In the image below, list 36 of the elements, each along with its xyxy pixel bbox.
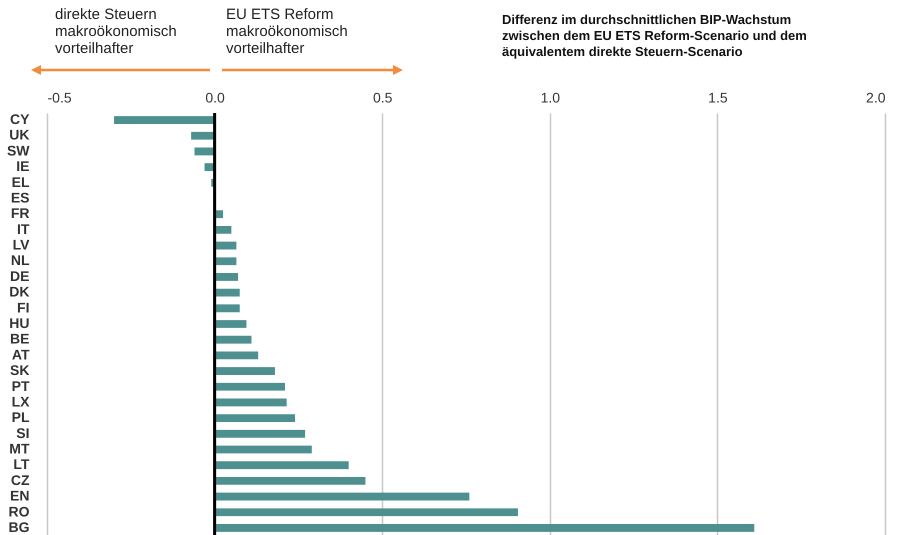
y-tick-label: FR bbox=[10, 205, 30, 222]
y-tick-label: PT bbox=[12, 378, 30, 394]
y-tick-label: DK bbox=[9, 284, 30, 300]
y-tick-label: EN bbox=[10, 488, 30, 504]
y-tick-label: DE bbox=[10, 268, 30, 284]
y-tick-label: CY bbox=[10, 111, 30, 128]
y-tick-label: BG bbox=[8, 518, 30, 535]
y-tick-label: RO bbox=[8, 503, 30, 520]
text: direkte Steuern makroökonomisch vorteilhafter bbox=[55, 6, 178, 57]
y-tick-label: NL bbox=[10, 252, 30, 268]
x-tick-label: -0.5 bbox=[48, 90, 72, 106]
y-tick-label: IE bbox=[16, 158, 30, 174]
y-tick-label: AT bbox=[12, 346, 30, 362]
y-tick-label: PL bbox=[12, 409, 30, 426]
y-tick-label: BE bbox=[10, 330, 30, 347]
y-tick-label: UK bbox=[9, 126, 30, 143]
y-tick-label: LV bbox=[12, 236, 30, 253]
y-tick-label: IT bbox=[17, 220, 30, 237]
x-tick-label: 2.0 bbox=[866, 90, 886, 106]
x-tick-label: 0.5 bbox=[372, 90, 393, 106]
x-tick-label: 1.0 bbox=[540, 90, 560, 106]
x-tick-label: 0.0 bbox=[205, 90, 226, 106]
y-tick-label: LX bbox=[12, 393, 30, 410]
y-tick-label: FI bbox=[17, 299, 30, 316]
text: EU ETS Reform makroökonomisch vorteilhafter bbox=[226, 6, 349, 57]
y-tick-label: MT bbox=[9, 440, 30, 456]
chart-title: Differenz im durchschnittlichen BIP-Wachstum zwischen dem EU ETS Reform-Scenario und dem äquivalentem direkte Steuern-Scenario bbox=[502, 12, 808, 60]
y-tick-label: LT bbox=[13, 456, 30, 472]
y-tick-label: ES bbox=[10, 190, 30, 206]
y-tick-label: SK bbox=[10, 362, 30, 378]
y-tick-label: CZ bbox=[10, 472, 30, 488]
y-tick-label: HU bbox=[9, 315, 30, 331]
y-tick-label: EL bbox=[12, 174, 30, 190]
x-tick-label: 1.5 bbox=[708, 90, 728, 106]
y-tick-label: SW bbox=[6, 142, 30, 158]
y-tick-label: SI bbox=[16, 424, 30, 441]
